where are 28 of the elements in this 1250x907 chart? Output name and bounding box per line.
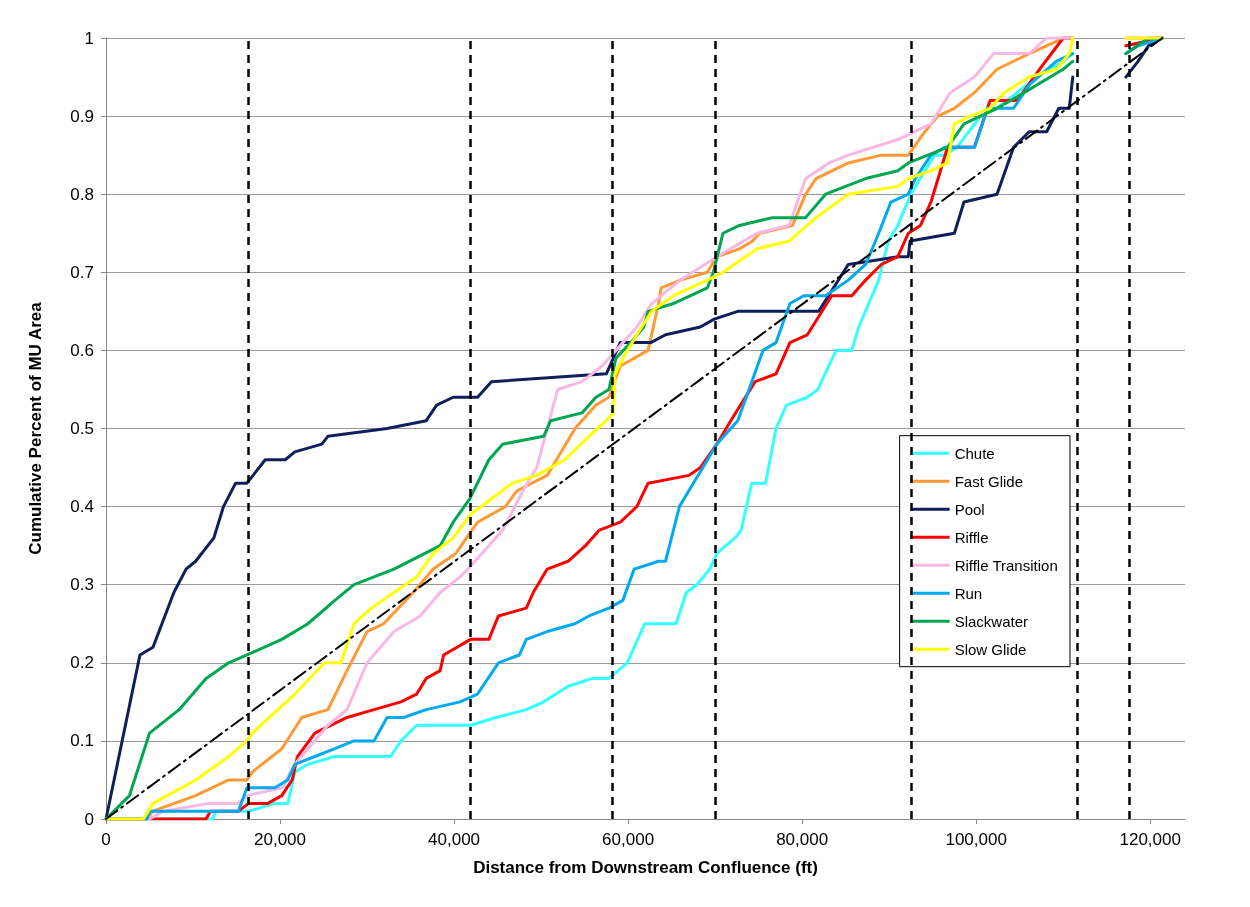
y-tick-label: 0.1 — [70, 731, 94, 751]
legend-label: Slow Glide — [954, 640, 1027, 658]
x-tick-label: 100,000 — [945, 830, 1007, 849]
x-tick-label: 120,000 — [1119, 830, 1181, 849]
legend-label: Riffle — [954, 528, 989, 546]
y-tick-label: 0.6 — [70, 340, 94, 360]
y-tick-label: 0.3 — [70, 575, 94, 595]
legend-label: Fast Glide — [954, 472, 1023, 490]
y-tick-label: 0.2 — [70, 653, 94, 673]
y-tick-label: 1 — [84, 28, 94, 48]
legend-label: Pool — [954, 500, 985, 518]
x-tick-label: 0 — [101, 830, 111, 849]
x-tick-label: 40,000 — [428, 830, 481, 849]
y-tick-label: 0.9 — [70, 106, 94, 126]
legend-label: Slackwater — [954, 612, 1028, 630]
x-axis-title: Distance from Downstream Confluence (ft) — [473, 858, 818, 877]
x-tick-label: 60,000 — [602, 830, 655, 849]
y-axis-title: Cumulative Percent of MU Area — [26, 301, 45, 555]
legend-label: Run — [954, 584, 983, 602]
x-tick-label: 20,000 — [254, 830, 307, 849]
x-tick-label: 80,000 — [776, 830, 829, 849]
y-tick-label: 0.4 — [70, 497, 94, 517]
y-tick-label: 0.7 — [70, 262, 94, 282]
y-tick-label: 0 — [84, 809, 94, 829]
legend-label: Riffle Transition — [954, 556, 1058, 574]
y-tick-label: 0.8 — [70, 184, 94, 204]
y-tick-label: 0.5 — [70, 419, 94, 438]
legend-label: Chute — [954, 444, 995, 462]
